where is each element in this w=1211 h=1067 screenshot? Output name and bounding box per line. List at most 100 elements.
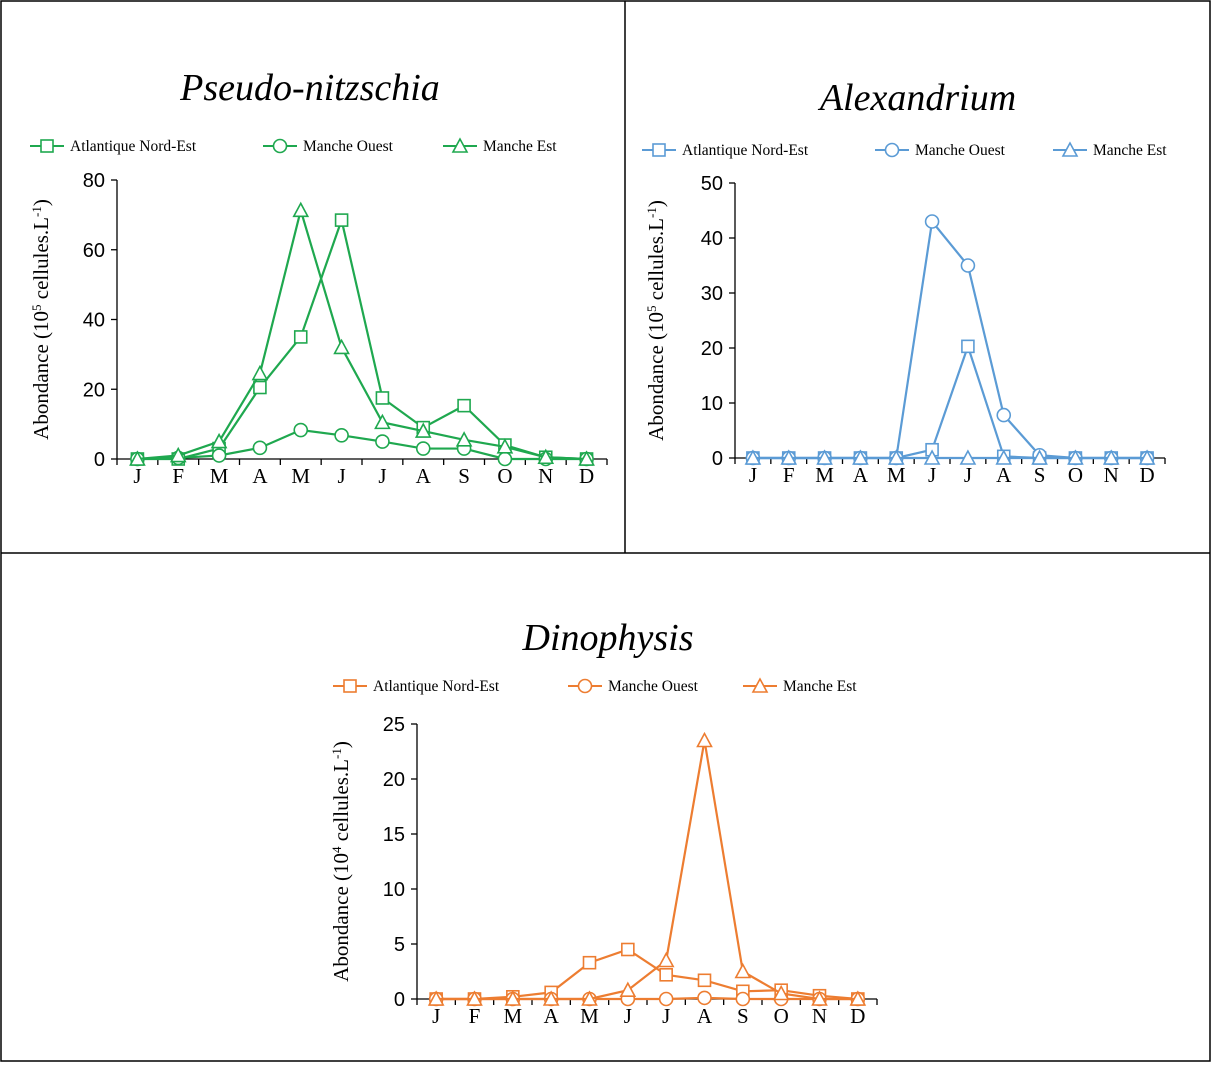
series-line: [752, 218, 1148, 460]
x-tick-label: J: [432, 1004, 440, 1028]
y-label-exponent2: -1: [644, 207, 659, 218]
y-axis-label: Abondance (105 cellules.L-1): [644, 200, 669, 441]
legend-label: Atlantique Nord-Est: [682, 142, 809, 159]
legend-label: Manche Est: [483, 138, 557, 155]
data-point: [427, 990, 445, 1006]
x-tick-label: A: [416, 464, 432, 488]
x-tick-label: J: [378, 464, 386, 488]
data-point: [504, 990, 522, 1006]
data-point: [578, 450, 595, 466]
data-point: [849, 990, 867, 1006]
series-line: [137, 428, 587, 461]
data-point: [542, 990, 560, 1006]
data-point: [293, 330, 308, 344]
data-point: [659, 967, 673, 982]
data-point: [621, 942, 635, 957]
legend-marker-circle: [577, 678, 593, 694]
data-point: [581, 990, 598, 1006]
y-label-unit: cellules.L: [29, 217, 53, 304]
data-point: [415, 441, 431, 456]
y-label-prefix: Abondance (10: [644, 312, 668, 441]
x-tick-label: O: [497, 464, 512, 488]
y-label-exponent: 5: [29, 304, 44, 311]
legend-marker-circle: [272, 138, 288, 154]
legend-label: Atlantique Nord-Est: [70, 138, 197, 155]
y-label-exponent2: -1: [329, 748, 344, 759]
y-tick-label: 20: [383, 769, 405, 791]
y-tick-label: 25: [383, 714, 405, 736]
series-line: [752, 342, 1148, 460]
y-tick-label: 80: [83, 170, 105, 192]
data-point: [374, 413, 391, 430]
chart-2: Dinophysis Atlantique Nord-Est Manche Oues…: [329, 617, 878, 1028]
series-line: [436, 740, 858, 1001]
data-point: [1102, 449, 1120, 465]
data-point: [697, 990, 712, 1006]
y-tick-label: 20: [701, 338, 723, 360]
x-tick-label: S: [1034, 463, 1046, 487]
y-axis-label: Abondance (104 cellules.L-1): [329, 741, 354, 982]
x-tick-label: D: [1139, 463, 1154, 487]
y-tick-label: 10: [701, 393, 723, 415]
data-point: [211, 448, 227, 463]
data-point: [735, 991, 751, 1007]
series-line: [137, 206, 587, 461]
legend-marker-square: [40, 139, 54, 153]
data-point: [1067, 449, 1084, 465]
y-tick-label: 40: [83, 310, 105, 332]
legend-marker-triangle: [751, 677, 769, 693]
x-tick-label: O: [774, 1004, 789, 1028]
legend-marker-square: [652, 143, 666, 157]
y-label-suffix: ): [329, 741, 353, 748]
data-point: [334, 213, 349, 227]
data-point: [780, 449, 798, 465]
data-point: [852, 449, 869, 465]
x-tick-label: A: [252, 464, 268, 488]
chart-0: Pseudo-nitzschia Atlantique Nord-Est Manch…: [29, 67, 608, 488]
data-point: [375, 434, 390, 449]
y-tick-label: 50: [701, 173, 723, 195]
data-point: [697, 973, 712, 988]
data-point: [129, 450, 146, 466]
x-tick-label: D: [579, 464, 594, 488]
x-tick-label: J: [624, 1004, 632, 1028]
series-circle: [745, 214, 1155, 466]
x-tick-label: A: [697, 1004, 713, 1028]
charts: Pseudo-nitzschia Atlantique Nord-Est Manch…: [29, 67, 1168, 1028]
data-point: [924, 214, 940, 229]
y-label-unit: cellules.L: [329, 759, 353, 846]
data-point: [996, 407, 1012, 423]
y-label-exponent: 4: [329, 846, 344, 853]
data-point: [457, 398, 471, 413]
x-tick-label: M: [291, 464, 310, 488]
legend-marker-triangle: [451, 137, 469, 153]
data-point: [252, 440, 268, 456]
chart-title: Alexandrium: [817, 77, 1016, 119]
data-point: [497, 451, 513, 467]
data-point: [1031, 449, 1048, 465]
data-point: [334, 427, 349, 443]
data-point: [887, 449, 905, 465]
data-point: [960, 258, 976, 273]
data-point: [923, 449, 941, 465]
legend: Atlantique Nord-Est Manche Ouest Manche Es…: [30, 137, 557, 155]
x-tick-label: A: [544, 1004, 560, 1028]
series-triangle: [129, 201, 595, 466]
y-tick-label: 0: [94, 449, 105, 471]
data-point: [582, 955, 597, 970]
data-point: [816, 449, 833, 465]
legend: Atlantique Nord-Est Manche Ouest Manche Es…: [642, 141, 1167, 159]
x-tick-label: D: [850, 1004, 865, 1028]
x-tick-label: M: [580, 1004, 599, 1028]
x-tick-label: F: [469, 1004, 481, 1028]
legend-label: Manche Ouest: [915, 142, 1006, 159]
series-line: [137, 216, 587, 461]
data-point: [959, 449, 977, 465]
x-tick-label: F: [783, 463, 795, 487]
y-label-prefix: Abondance (10: [29, 311, 53, 440]
chart-title: Pseudo-nitzschia: [179, 67, 440, 109]
y-tick-label: 60: [83, 240, 105, 262]
chart-1: Alexandrium Atlantique Nord-Est Manche Oue…: [642, 77, 1167, 487]
